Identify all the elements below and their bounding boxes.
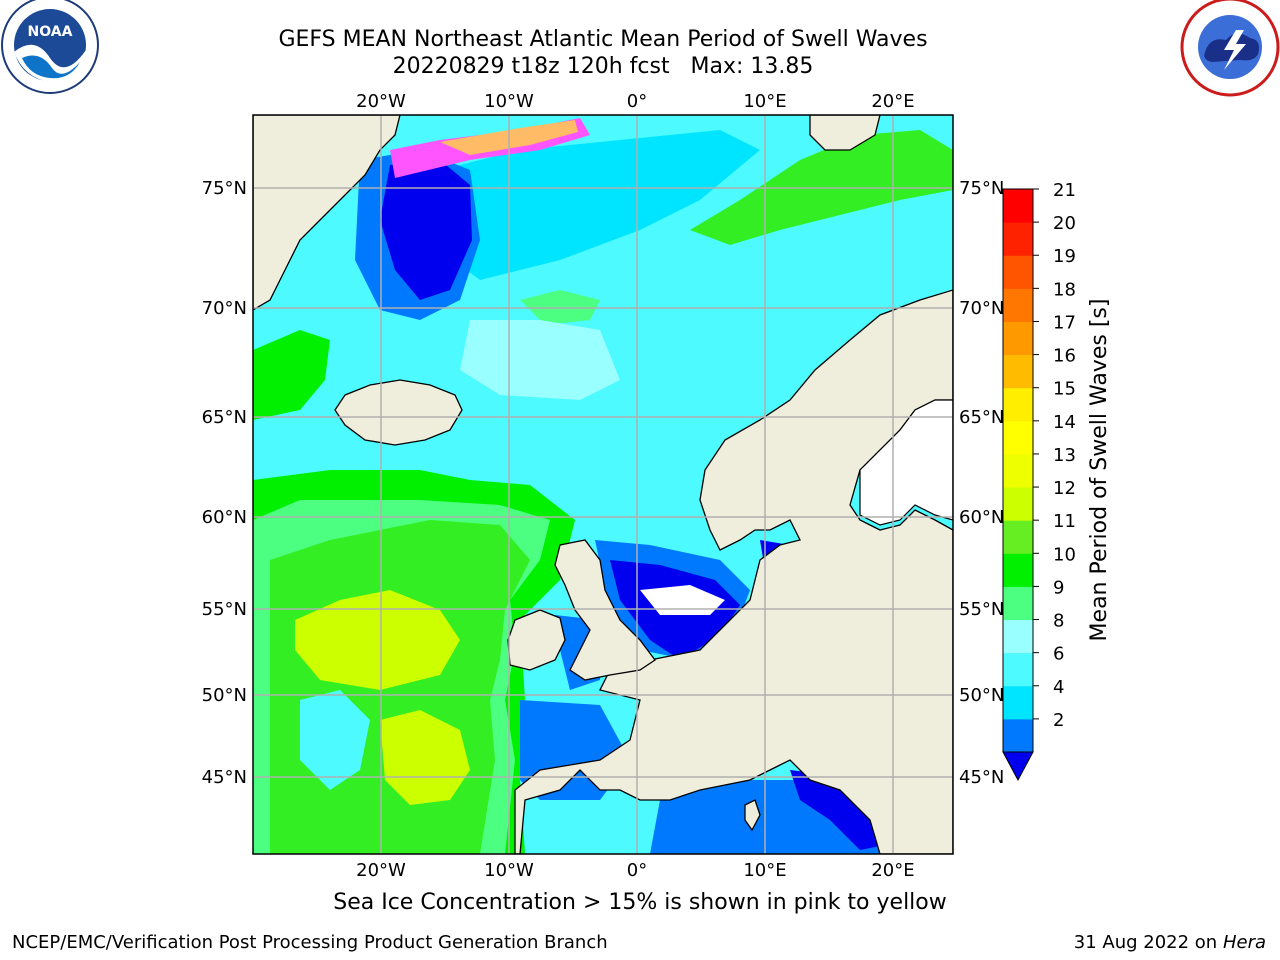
map-frame — [252, 114, 954, 855]
lat-label-right-55n: 55°N — [959, 599, 1004, 620]
colorbar-tick-label: 16 — [1053, 346, 1076, 367]
lat-label-right-65n: 65°N — [959, 407, 1004, 428]
run-date-text: 31 Aug 2022 on Hera — [1074, 932, 1266, 953]
chart-subtitle-run: 20220829 t18z 120h fcst Max: 13.85 — [392, 54, 814, 79]
colorbar-bin-14 — [1003, 420, 1033, 455]
land-iceland — [334, 379, 463, 446]
credit-text: NCEP/EMC/Verification Post Processing Pr… — [12, 932, 608, 953]
field-darkblue-greenland — [380, 160, 472, 300]
colorbar-tick-label: 10 — [1053, 544, 1076, 565]
colorbar-tick-label: 18 — [1053, 279, 1076, 300]
lat-label-right-70n: 70°N — [959, 298, 1004, 319]
field-darkblue-adriatic — [790, 770, 885, 850]
field-cyan-north — [440, 130, 760, 280]
colorbar-tick-label: 14 — [1053, 412, 1076, 433]
colorbar-tick-label: 8 — [1053, 611, 1064, 632]
sea-ice-note: Sea Ice Concentration > 15% is shown in … — [333, 890, 947, 915]
colorbar-frame — [1002, 188, 1034, 753]
colorbar-bin-4 — [1003, 685, 1033, 720]
colorbar-bin-13 — [1003, 453, 1033, 488]
colorbar-tick-label: 4 — [1053, 677, 1064, 698]
colorbar-tick-label: 15 — [1053, 379, 1076, 400]
lat-label-right-75n: 75°N — [959, 178, 1004, 199]
map-plot-area — [253, 115, 953, 854]
colorbar-tick-label: 19 — [1053, 246, 1076, 267]
lat-label-left-70n: 70°N — [202, 298, 247, 319]
land-corsica — [744, 799, 761, 832]
colorbar-bin-8 — [1003, 619, 1033, 654]
baltic-no-data — [859, 399, 953, 526]
colorbar-bin-10 — [1003, 553, 1033, 587]
colorbar-bin-16 — [1003, 354, 1033, 389]
lat-label-left-65n: 65°N — [202, 407, 247, 428]
colorbar-tick-label: 9 — [1053, 577, 1064, 598]
run-host: Hera — [1222, 932, 1266, 953]
lat-label-left-60n: 60°N — [202, 507, 247, 528]
northsea-no-data — [640, 585, 725, 615]
field-green-greenland — [253, 330, 330, 420]
lat-label-left-55n: 55°N — [202, 599, 247, 620]
colorbar-bin-17 — [1003, 321, 1033, 356]
land-greenland — [253, 115, 401, 311]
lon-label-bottom-20w: 20°W — [356, 860, 406, 881]
colorbar-bin-12 — [1003, 487, 1033, 521]
colorbar-bin-11 — [1003, 520, 1033, 554]
colorbar-bin-2 — [1003, 718, 1033, 753]
colorbar-tick-label: 13 — [1053, 445, 1076, 466]
field-yellowgreen-2 — [380, 710, 470, 805]
colorbar-bin-19 — [1003, 255, 1033, 289]
colorbar — [1002, 188, 1034, 782]
land-britain — [554, 539, 656, 681]
lon-label-top-20w: 20°W — [356, 91, 406, 112]
lon-label-top-0: 0° — [627, 91, 647, 112]
colorbar-under-arrow — [1002, 751, 1034, 782]
colorbar-tick-label: 17 — [1053, 312, 1076, 333]
land-svalbard — [809, 115, 881, 151]
lon-label-bottom-0: 0° — [627, 860, 647, 881]
noaa-logo-text: NOAA — [28, 24, 73, 40]
noaa-logo-icon: NOAA — [1, 0, 99, 94]
lon-label-bottom-10e: 10°E — [743, 860, 786, 881]
colorbar-bin-21 — [1003, 189, 1033, 223]
colorbar-bin-15 — [1003, 387, 1033, 422]
colorbar-bin-6 — [1003, 652, 1033, 687]
lat-label-left-50n: 50°N — [202, 685, 247, 706]
lon-label-top-10e: 10°E — [743, 91, 786, 112]
field-aqua-norw — [460, 320, 620, 400]
lon-label-bottom-20e: 20°E — [871, 860, 914, 881]
colorbar-ticks: 21 20 19 18 17 16 15 14 13 12 11 10 9 8 6 4 2 — [1033, 180, 1076, 731]
colorbar-bin-9 — [1003, 586, 1033, 621]
lat-label-left-45n: 45°N — [202, 767, 247, 788]
colorbar-tick-label: 20 — [1053, 213, 1076, 234]
graticule — [253, 115, 953, 854]
chart-title: GEFS MEAN Northeast Atlantic Mean Period… — [278, 27, 928, 52]
lon-label-top-10w: 10°W — [484, 91, 534, 112]
run-date: 31 Aug 2022 on — [1073, 932, 1218, 953]
lat-label-left-75n: 75°N — [202, 178, 247, 199]
colorbar-tick-label: 12 — [1053, 478, 1076, 499]
lon-label-top-20e: 20°E — [871, 91, 914, 112]
field-yellowgreen-1 — [295, 590, 460, 690]
field-cyan-tongue — [300, 690, 370, 790]
nws-logo-icon — [1180, 0, 1280, 97]
colorbar-tick-label: 2 — [1053, 710, 1064, 731]
colorbar-tick-label: 11 — [1053, 511, 1076, 532]
colorbar-tick-label: 6 — [1053, 644, 1064, 665]
colorbar-bin-20 — [1003, 222, 1033, 256]
lat-label-right-50n: 50°N — [959, 685, 1004, 706]
colorbar-label: Mean Period of Swell Waves [s] — [1087, 299, 1112, 642]
colorbar-bin-18 — [1003, 288, 1033, 322]
lat-label-right-60n: 60°N — [959, 507, 1004, 528]
lon-label-bottom-10w: 10°W — [484, 860, 534, 881]
land-masses — [253, 115, 953, 854]
lat-label-right-45n: 45°N — [959, 767, 1004, 788]
colorbar-tick-label: 21 — [1053, 180, 1076, 201]
